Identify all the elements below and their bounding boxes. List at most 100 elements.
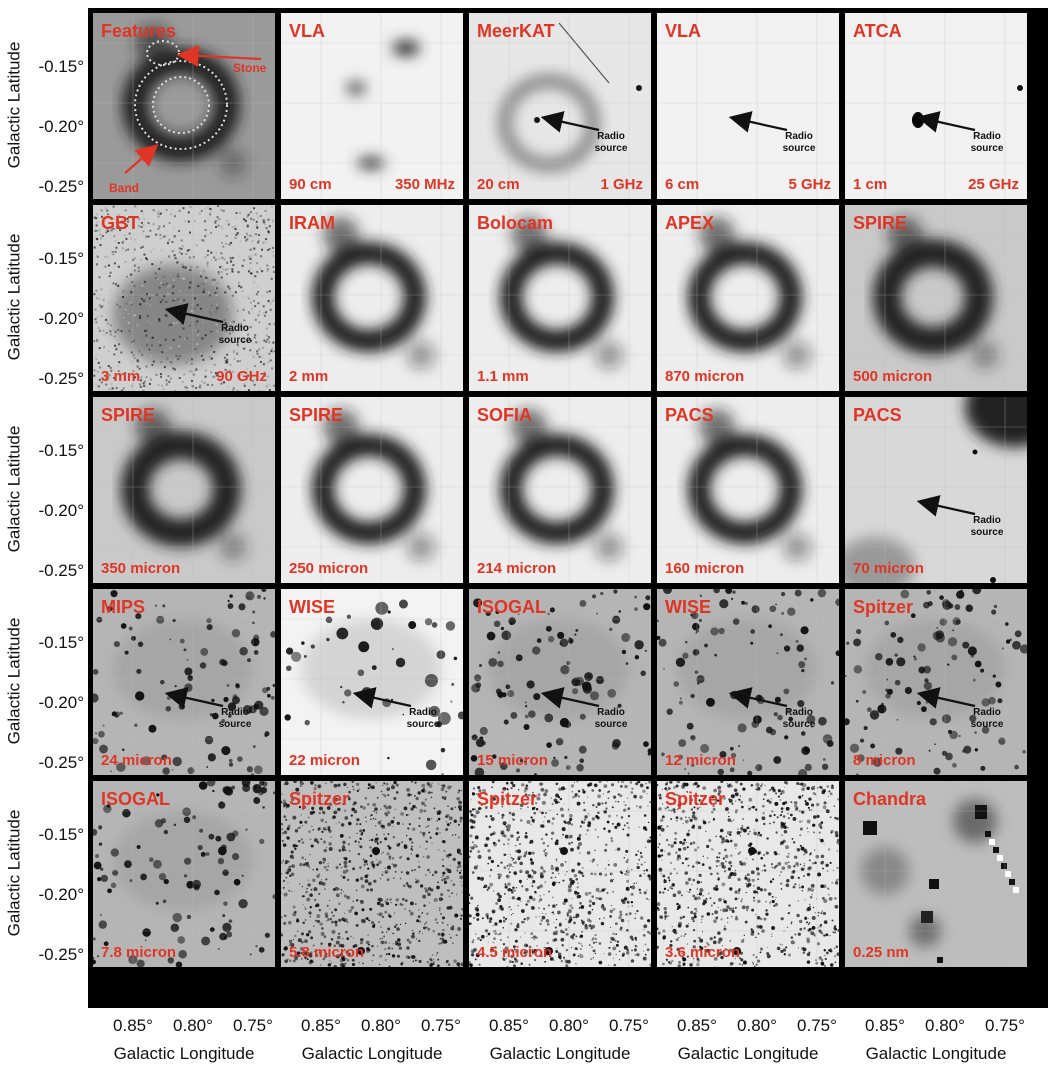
telescope-label: Spitzer bbox=[853, 597, 914, 617]
source-label-line: source bbox=[782, 143, 816, 154]
x-axis-title: Galactic Longitude bbox=[113, 1044, 255, 1063]
wavelength-label: 160 micron bbox=[665, 560, 745, 577]
radio-source-arrow bbox=[540, 111, 600, 133]
panel-image bbox=[845, 589, 1027, 775]
panel-image bbox=[845, 781, 1027, 967]
wavelength-label: 90 cm bbox=[289, 176, 332, 193]
image-panel: ISOGAL 15 micron Radio source bbox=[469, 589, 651, 775]
telescope-label: PACS bbox=[853, 405, 902, 425]
radio-source-label: Radio source bbox=[398, 707, 448, 731]
image-panel: SPIRE 500 micron bbox=[845, 205, 1027, 391]
panel-image bbox=[657, 397, 839, 583]
panel-image bbox=[281, 205, 463, 391]
telescope-label: ISOGAL bbox=[101, 789, 171, 809]
image-panel: MeerKAT 20 cm 1 GHz Radio source bbox=[469, 13, 651, 199]
x-tick-label: 0.80° bbox=[925, 1016, 965, 1035]
radio-source-arrow bbox=[352, 687, 412, 709]
image-panel: PACS 160 micron bbox=[657, 397, 839, 583]
panel-image bbox=[93, 589, 275, 775]
wavelength-label: 5.8 micron bbox=[289, 944, 365, 961]
panel-image bbox=[469, 589, 651, 775]
x-tick-label: 0.75° bbox=[797, 1016, 837, 1035]
telescope-label: SPIRE bbox=[289, 405, 344, 425]
source-label-line: source bbox=[970, 143, 1004, 154]
frequency-label: 25 GHz bbox=[968, 176, 1019, 193]
panel-image bbox=[469, 781, 651, 967]
frequency-label: 5 GHz bbox=[788, 176, 831, 193]
source-label-line: source bbox=[406, 719, 440, 730]
radio-source-arrow bbox=[916, 687, 976, 709]
y-tick-label: -0.15° bbox=[38, 633, 84, 652]
wavelength-label: 8 micron bbox=[853, 752, 916, 769]
y-axis-title: Galactic Latitude bbox=[2, 25, 26, 185]
y-axis-title-text: Galactic Latitude bbox=[4, 233, 24, 361]
panel-image bbox=[281, 781, 463, 967]
radio-source-label: Radio source bbox=[962, 707, 1012, 731]
x-tick-label: 0.85° bbox=[865, 1016, 905, 1035]
x-tick-label: 0.85° bbox=[113, 1016, 153, 1035]
telescope-label: MeerKAT bbox=[477, 21, 555, 41]
image-panel: WISE 22 micron Radio source bbox=[281, 589, 463, 775]
wavelength-label: 7.8 micron bbox=[101, 944, 177, 961]
radio-label-line: Radio bbox=[973, 131, 1001, 142]
telescope-label: ATCA bbox=[853, 21, 902, 41]
wavelength-label: 1.1 mm bbox=[477, 368, 529, 385]
radio-label-line: Radio bbox=[973, 515, 1001, 526]
radio-source-arrow bbox=[916, 495, 976, 517]
image-panel: IRAM 2 mm bbox=[281, 205, 463, 391]
wavelength-label: 15 micron bbox=[477, 752, 548, 769]
y-tick-label: -0.20° bbox=[38, 501, 84, 520]
y-tick-label: -0.15° bbox=[38, 57, 84, 76]
wavelength-label: 22 micron bbox=[289, 752, 360, 769]
x-tick-label: 0.75° bbox=[609, 1016, 649, 1035]
panel-image bbox=[657, 205, 839, 391]
image-panel: PACS 70 micron Radio source bbox=[845, 397, 1027, 583]
image-panel: ISOGAL 7.8 micron bbox=[93, 781, 275, 967]
x-tick-label: 0.85° bbox=[301, 1016, 341, 1035]
telescope-label: WISE bbox=[289, 597, 336, 617]
radio-source-label: Radio source bbox=[962, 131, 1012, 155]
y-axis-title: Galactic Latitude bbox=[2, 217, 26, 377]
image-panel: Bolocam 1.1 mm bbox=[469, 205, 651, 391]
panel-image bbox=[845, 13, 1027, 199]
x-tick-label: 0.80° bbox=[173, 1016, 213, 1035]
x-tick-label: 0.85° bbox=[677, 1016, 717, 1035]
y-tick-label: -0.25° bbox=[38, 753, 84, 772]
wavelength-label: 3 mm bbox=[101, 368, 141, 385]
telescope-label: SOFIA bbox=[477, 405, 533, 425]
panel-image bbox=[469, 397, 651, 583]
radio-source-label: Radio source bbox=[962, 515, 1012, 539]
wavelength-label: 70 micron bbox=[853, 560, 924, 577]
radio-source-label: Radio source bbox=[774, 131, 824, 155]
telescope-label: APEX bbox=[665, 213, 715, 233]
panel-image bbox=[281, 13, 463, 199]
image-panel: Chandra 0.25 nm bbox=[845, 781, 1027, 967]
wavelength-label: 214 micron bbox=[477, 560, 557, 577]
stone-arrow bbox=[176, 44, 262, 67]
radio-source-arrow bbox=[728, 111, 788, 133]
x-tick-label: 0.75° bbox=[233, 1016, 273, 1035]
source-label-line: source bbox=[218, 719, 252, 730]
panel-image bbox=[93, 781, 275, 967]
radio-label-line: Radio bbox=[785, 707, 813, 718]
frequency-label: 1 GHz bbox=[600, 176, 643, 193]
wavelength-label: 4.5 micron bbox=[477, 944, 553, 961]
panel-image bbox=[93, 397, 275, 583]
x-axis: 0.85° 0.80° 0.75° Galactic Longitude 0.85° 0.… bbox=[88, 1012, 1048, 1068]
telescope-label: VLA bbox=[289, 21, 325, 41]
telescope-label: Chandra bbox=[853, 789, 927, 809]
telescope-label: Spitzer bbox=[477, 789, 538, 809]
wavelength-label: 2 mm bbox=[289, 368, 329, 385]
x-tick-label: 0.75° bbox=[421, 1016, 461, 1035]
y-axis-title: Galactic Latitude bbox=[2, 601, 26, 761]
wavelength-label: 1 cm bbox=[853, 176, 888, 193]
telescope-label: IRAM bbox=[289, 213, 335, 233]
telescope-label: SPIRE bbox=[101, 405, 156, 425]
x-tick-label: 0.80° bbox=[549, 1016, 589, 1035]
panel-image bbox=[845, 205, 1027, 391]
radio-source-arrow bbox=[164, 303, 224, 325]
radio-label-line: Radio bbox=[409, 707, 437, 718]
y-tick-label: -0.15° bbox=[38, 249, 84, 268]
radio-source-arrow bbox=[164, 687, 224, 709]
y-tick-label: -0.20° bbox=[38, 693, 84, 712]
